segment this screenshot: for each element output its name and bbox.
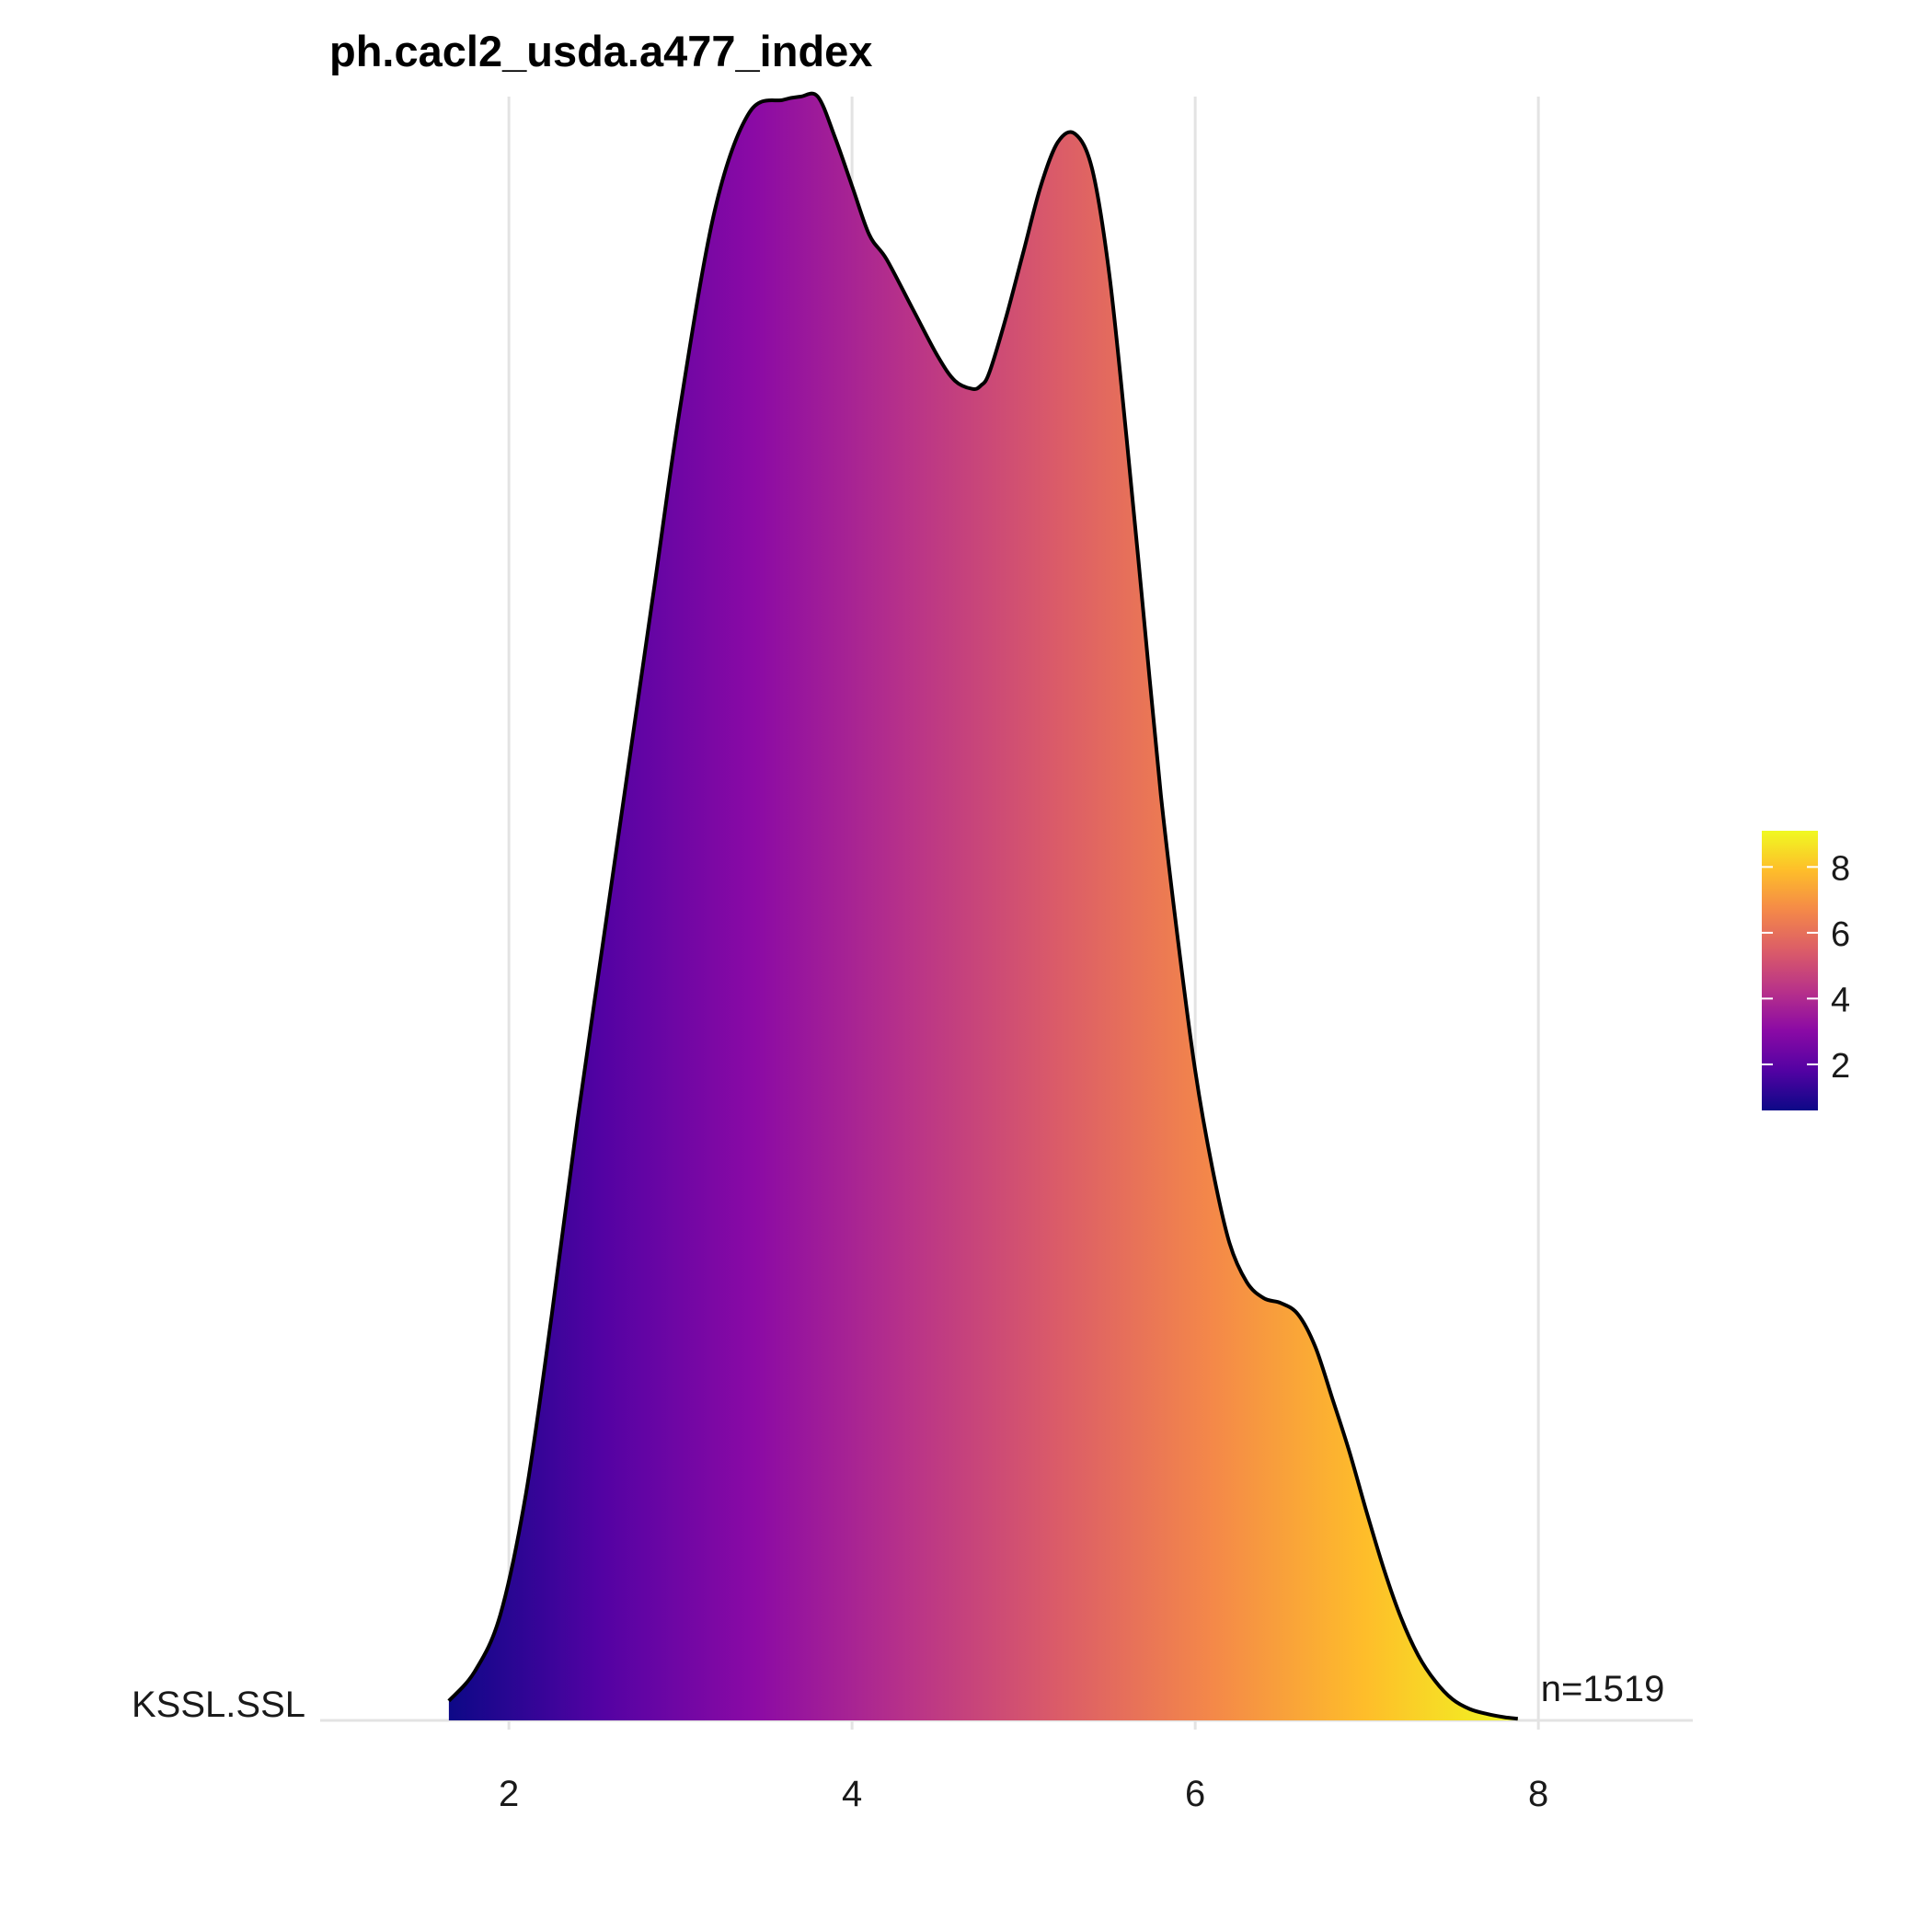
x-tick-label-8: 8 bbox=[1528, 1774, 1548, 1814]
density-fill bbox=[448, 93, 1518, 1720]
legend-colorbar bbox=[1762, 831, 1818, 1110]
x-tick-label-6: 6 bbox=[1185, 1774, 1205, 1814]
color-legend: 2 4 6 8 bbox=[1762, 831, 1850, 1110]
x-tick-label-4: 4 bbox=[842, 1774, 862, 1814]
x-axis-tick-labels: 2 4 6 8 bbox=[499, 1774, 1548, 1814]
count-annotation: n=1519 bbox=[1541, 1669, 1665, 1709]
chart-title: ph.cacl2_usda.a477_index bbox=[329, 27, 872, 75]
category-labels: KSSL.SSL bbox=[132, 1685, 305, 1725]
density-area bbox=[447, 91, 1519, 1721]
category-label: KSSL.SSL bbox=[132, 1685, 305, 1725]
x-tick-label-2: 2 bbox=[499, 1774, 519, 1814]
annotations: n=1519 bbox=[1541, 1669, 1665, 1709]
legend-tick-label-4: 4 bbox=[1831, 981, 1850, 1019]
density-outline bbox=[447, 91, 1519, 1721]
legend-tick-label-6: 6 bbox=[1831, 915, 1850, 954]
legend-tick-label-2: 2 bbox=[1831, 1047, 1850, 1086]
legend-tick-label-8: 8 bbox=[1831, 849, 1850, 888]
